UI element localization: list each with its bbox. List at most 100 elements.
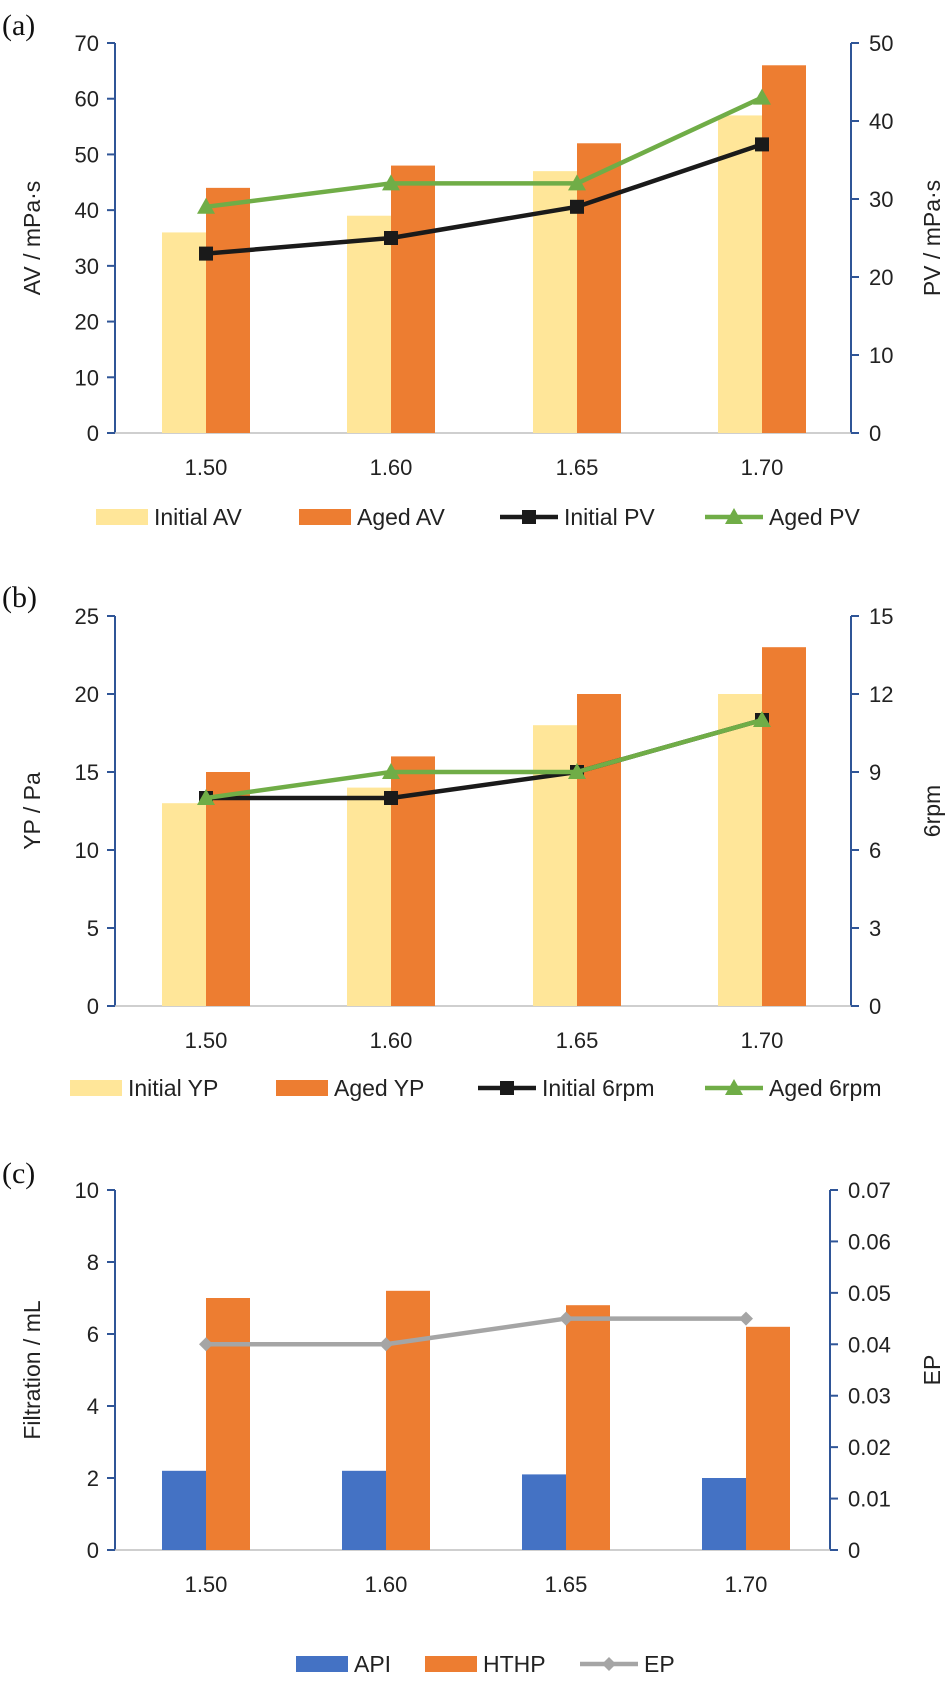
right-tick-label: 0.05 [848,1281,891,1306]
legend-label: EP [644,1651,675,1677]
point-aged-6rpm [382,763,400,779]
left-tick-label: 0 [87,994,99,1019]
panel-label: (b) [2,581,37,614]
legend-label: Initial YP [128,1075,218,1101]
legend: API HTHP EP [296,1651,675,1677]
left-tick-label: 25 [75,604,99,629]
left-tick-label: 60 [75,87,99,112]
right-tick-label: 0.06 [848,1229,891,1254]
bar-aged-yp [206,772,250,1006]
bar-initial-yp [718,694,762,1006]
bar-hthp [746,1326,790,1550]
right-tick-label: 0.01 [848,1487,891,1512]
bar-aged-av [206,187,250,433]
legend-swatch [425,1656,477,1672]
legend-swatch [96,509,148,525]
right-tick-label: 0.07 [848,1178,891,1203]
point-initial-pv [384,231,398,245]
left-tick-label: 10 [75,838,99,863]
legend-label: Initial 6rpm [542,1075,654,1101]
point-ep [199,1337,213,1352]
point-initial-pv [199,246,213,261]
bar-initial-av [347,215,391,433]
point-aged-6rpm [568,763,586,779]
x-tick-label: 1.60 [370,1028,413,1053]
right-axis-title: EP [919,1355,945,1386]
right-tick-label: 0 [869,421,881,446]
bar-api [522,1474,566,1550]
left-tick-label: 4 [87,1394,99,1419]
x-tick-label: 1.50 [185,1028,228,1053]
legend-swatch [299,509,351,525]
bar-api [702,1478,746,1550]
line-aged-6rpm [205,717,763,801]
right-tick-label: 40 [869,109,893,134]
bar-aged-av [762,65,806,434]
x-tick-label: 1.70 [741,1028,784,1053]
left-tick-label: 20 [75,310,99,335]
bar-hthp [386,1290,430,1550]
right-tick-label: 0.03 [848,1384,891,1409]
point-aged-pv [197,197,215,214]
left-tick-label: 5 [87,916,99,941]
right-axis-title: 6rpm [919,785,945,837]
line-ep [206,1316,746,1347]
point-initial-pv [755,137,769,152]
legend-marker [500,1081,514,1095]
right-tick-label: 20 [869,265,893,290]
x-tick-label: 1.70 [725,1572,768,1597]
bar-initial-av [718,115,762,433]
left-axis-title: AV / mPa·s [19,181,45,296]
point-ep [559,1311,573,1326]
left-tick-label: 70 [75,31,99,56]
right-tick-label: 10 [869,343,893,368]
x-tick-label: 1.65 [545,1572,588,1597]
legend-label: Initial AV [154,504,242,530]
left-tick-label: 8 [87,1250,99,1275]
left-tick-label: 50 [75,142,99,167]
left-tick-label: 30 [75,254,99,279]
x-tick-label: 1.65 [556,1028,599,1053]
point-aged-pv [568,174,586,191]
bar-api [342,1470,386,1550]
point-initial-6rpm [384,791,398,805]
legend-marker [522,510,536,524]
left-tick-label: 40 [75,198,99,223]
bar-initial-yp [347,787,391,1006]
legend-marker [602,1657,616,1671]
chart-b: (b) 0 5 10 15 20 25 0 3 6 9 12 15 YP / Pa 6rpm 1.50 1.60… [2,581,945,1101]
legend-label: Aged AV [357,504,445,530]
bar-initial-yp [162,803,206,1006]
right-axis-title: PV / mPa·s [919,180,945,296]
legend: Initial YP Aged YP Initial 6rpm Aged 6rpm [70,1075,882,1101]
legend-label: Initial PV [564,504,655,530]
point-initial-pv [570,199,584,214]
x-tick-label: 1.60 [370,455,413,480]
bar-aged-yp [762,647,806,1006]
left-tick-label: 0 [87,1538,99,1563]
legend-swatch [70,1080,122,1096]
left-tick-label: 20 [75,682,99,707]
x-tick-label: 1.50 [185,455,228,480]
line-aged-pv [205,95,763,210]
legend-marker [725,1079,743,1095]
x-tick-label: 1.65 [556,455,599,480]
right-tick-label: 0.02 [848,1435,891,1460]
bar-api [162,1470,206,1550]
legend-swatch [276,1080,328,1096]
chart-a: (a) 0 10 20 30 40 50 60 70 0 10 20 30 40 50 AV / mPa·s P… [2,9,945,530]
legend-label: Aged 6rpm [769,1075,882,1101]
left-axis-title: Filtration / mL [19,1300,45,1440]
left-tick-label: 15 [75,760,99,785]
legend-swatch [296,1656,348,1672]
bar-hthp [206,1298,250,1550]
line-initial-pv [205,142,763,256]
legend-marker [725,508,743,524]
point-aged-6rpm [753,711,771,727]
right-tick-label: 3 [869,916,881,941]
point-ep [739,1311,753,1326]
point-aged-6rpm [197,789,215,805]
left-axis-title: YP / Pa [19,772,45,850]
right-tick-label: 0.04 [848,1332,891,1357]
right-tick-label: 6 [869,838,881,863]
